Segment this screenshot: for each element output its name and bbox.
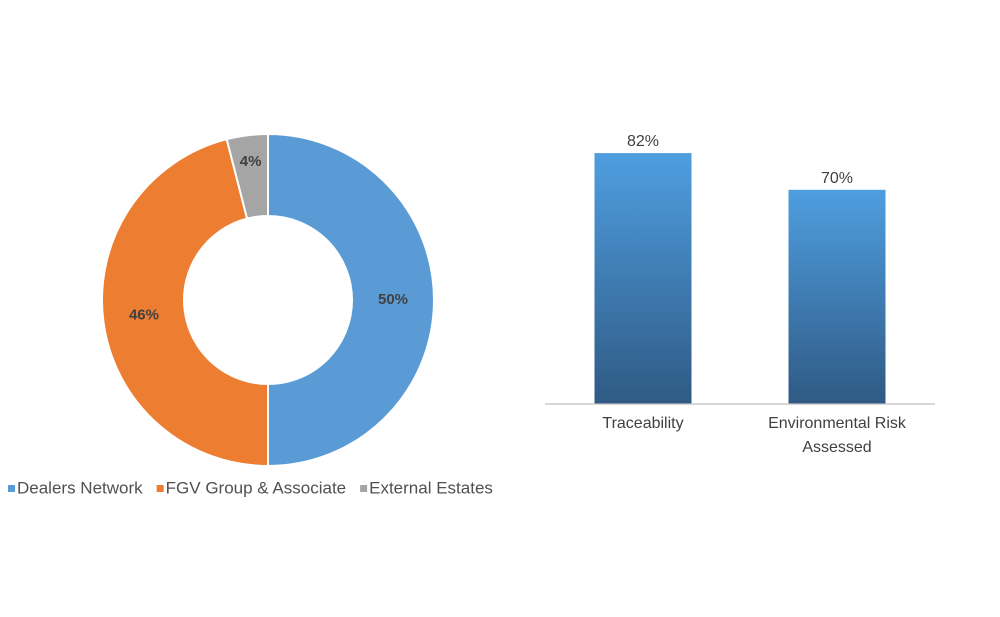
bar-traceability: [594, 153, 692, 404]
bar-category-labels: Traceability Environmental Risk Assessed: [602, 415, 907, 456]
donut-legend: Dealers Network FGV Group & Associate Exte…: [8, 478, 493, 497]
bar-bars: [594, 153, 886, 404]
legend-label-external-estates: External Estates: [369, 478, 493, 497]
legend-entry-fgv-group-associate: FGV Group & Associate: [156, 478, 346, 497]
bar-data-label-environmental-risk-assessed: 70%: [821, 170, 853, 187]
legend-swatch-dealers-network: [8, 485, 15, 492]
donut-slice-fgv-group-associate: [101, 137, 269, 468]
donut-data-label-dealers-network: 50%: [378, 291, 408, 308]
donut-chart: 50% 46% 4% Dealers Network FGV Group & Asso…: [8, 132, 493, 497]
bar-chart: 82% 70% Traceability Environmental Risk Ass…: [545, 133, 935, 456]
bar-category-label-environmental-risk-assessed: Environmental Risk Assessed: [768, 415, 907, 456]
legend-label-dealers-network: Dealers Network: [17, 478, 143, 497]
legend-entry-dealers-network: Dealers Network: [8, 478, 143, 497]
donut-data-labels: 50% 46% 4%: [129, 153, 408, 324]
donut-data-label-fgv-group-associate: 46%: [129, 307, 159, 324]
legend-swatch-fgv-group-associate: [156, 485, 164, 492]
donut-data-label-external-estates: 4%: [240, 153, 262, 170]
donut-slice-external-estates: [225, 132, 269, 220]
bar-category-label-traceability: Traceability: [602, 415, 683, 432]
legend-entry-external-estates: External Estates: [360, 478, 493, 497]
donut-slice-dealers-network: [267, 132, 435, 468]
bar-data-labels: 82% 70%: [627, 133, 853, 187]
legend-label-fgv-group-associate: FGV Group & Associate: [166, 478, 346, 497]
bar-data-label-traceability: 82%: [627, 133, 659, 150]
legend-swatch-external-estates: [360, 485, 368, 492]
bar-environmental-risk-assessed: [788, 189, 886, 404]
donut-slices: [101, 132, 435, 468]
